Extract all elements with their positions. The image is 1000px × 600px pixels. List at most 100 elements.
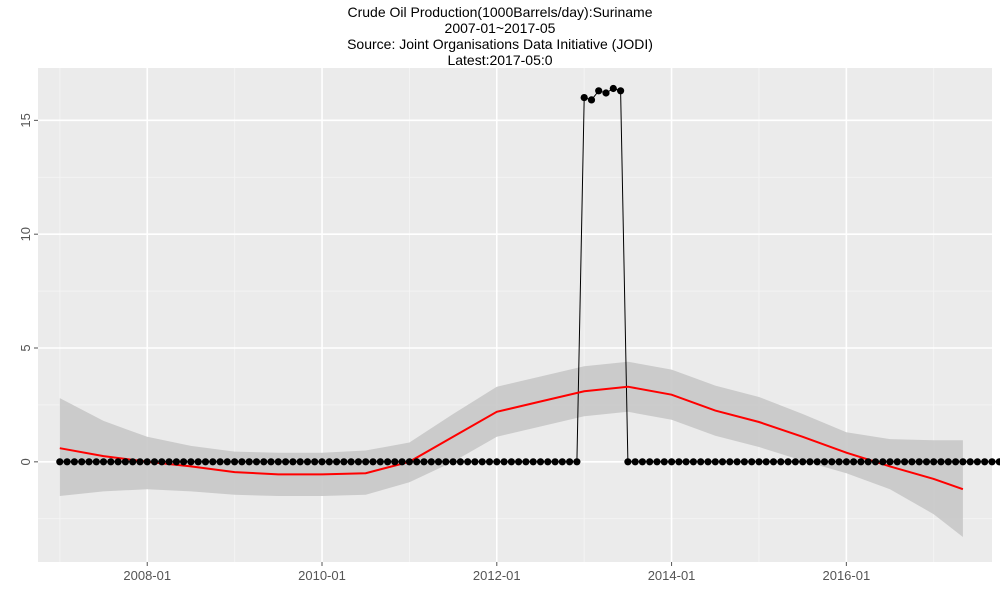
data-point xyxy=(107,458,115,466)
data-point xyxy=(434,458,443,466)
data-point xyxy=(289,458,297,466)
data-point xyxy=(617,87,625,95)
data-point xyxy=(879,458,887,466)
data-point xyxy=(944,458,952,466)
chart-title-line-1: Crude Oil Production(1000Barrels/day):Su… xyxy=(347,4,653,20)
data-point xyxy=(158,458,166,466)
data-point xyxy=(464,458,472,466)
data-point xyxy=(718,458,727,466)
data-point xyxy=(908,458,916,466)
data-point xyxy=(209,458,217,466)
data-point xyxy=(231,458,239,466)
x-tick-label: 2014-01 xyxy=(648,568,696,583)
data-point xyxy=(806,458,814,466)
data-point xyxy=(595,87,603,95)
data-point xyxy=(857,458,865,466)
data-point xyxy=(901,458,909,466)
x-tick-label: 2008-01 xyxy=(123,568,171,583)
data-point xyxy=(274,458,282,466)
data-point xyxy=(784,458,792,466)
data-point xyxy=(850,458,858,466)
data-point xyxy=(354,458,362,466)
data-point xyxy=(740,458,749,466)
data-point xyxy=(820,458,829,466)
data-point xyxy=(952,458,960,466)
data-point xyxy=(449,458,457,466)
data-point xyxy=(296,458,304,466)
data-point xyxy=(121,458,129,466)
data-point xyxy=(697,458,705,466)
data-point xyxy=(573,458,581,466)
data-point xyxy=(835,458,843,466)
data-point xyxy=(340,458,348,466)
data-point xyxy=(114,458,122,466)
data-point xyxy=(515,458,523,466)
data-point xyxy=(791,458,800,466)
data-point xyxy=(456,458,464,466)
data-point xyxy=(78,458,86,466)
data-point xyxy=(150,458,159,466)
data-point xyxy=(420,458,428,466)
data-point xyxy=(493,458,501,466)
data-point xyxy=(536,458,545,466)
data-point xyxy=(318,458,326,466)
x-tick-label: 2010-01 xyxy=(298,568,346,583)
data-point xyxy=(842,458,851,466)
data-point xyxy=(485,458,494,466)
data-point xyxy=(981,458,989,466)
data-point xyxy=(471,458,479,466)
confidence-band xyxy=(59,361,963,537)
chart-title-line-2: 2007-01~2017-05 xyxy=(444,20,556,36)
y-tick-label: 0 xyxy=(18,458,33,465)
data-point xyxy=(915,458,923,466)
data-point xyxy=(282,458,290,466)
data-point xyxy=(223,458,231,466)
data-point xyxy=(544,458,552,466)
data-point xyxy=(245,458,253,466)
data-point xyxy=(813,458,821,466)
data-point xyxy=(325,458,333,466)
data-point xyxy=(92,458,100,466)
data-point xyxy=(930,458,938,466)
data-point xyxy=(638,458,647,466)
data-point xyxy=(689,458,698,466)
data-point xyxy=(347,458,355,466)
data-point xyxy=(303,458,312,466)
data-point xyxy=(267,458,275,466)
data-point xyxy=(624,458,632,466)
chart-title-line-3: Source: Joint Organisations Data Initiat… xyxy=(347,36,653,52)
y-tick-label: 10 xyxy=(18,227,33,241)
data-point xyxy=(63,458,71,466)
data-point xyxy=(726,458,734,466)
data-point xyxy=(631,458,639,466)
data-point xyxy=(85,458,93,466)
data-point xyxy=(442,458,450,466)
data-point xyxy=(99,458,108,466)
data-point xyxy=(959,458,967,466)
data-point xyxy=(136,458,144,466)
data-point xyxy=(369,458,377,466)
data-point xyxy=(238,458,246,466)
data-point xyxy=(194,458,202,466)
data-point xyxy=(333,458,341,466)
data-point xyxy=(398,458,406,466)
data-point xyxy=(165,458,173,466)
data-point xyxy=(413,458,421,466)
data-point xyxy=(56,458,64,466)
data-point xyxy=(682,458,690,466)
data-point xyxy=(522,458,530,466)
data-point xyxy=(762,458,770,466)
y-tick-label: 5 xyxy=(18,344,33,351)
data-point xyxy=(704,458,712,466)
data-point xyxy=(828,458,836,466)
data-point xyxy=(180,458,188,466)
data-point xyxy=(966,458,974,466)
data-point xyxy=(391,458,399,466)
data-point xyxy=(70,458,78,466)
data-point xyxy=(660,458,668,466)
data-point xyxy=(384,458,392,466)
data-point xyxy=(893,458,901,466)
data-point xyxy=(733,458,741,466)
data-point xyxy=(143,458,151,466)
